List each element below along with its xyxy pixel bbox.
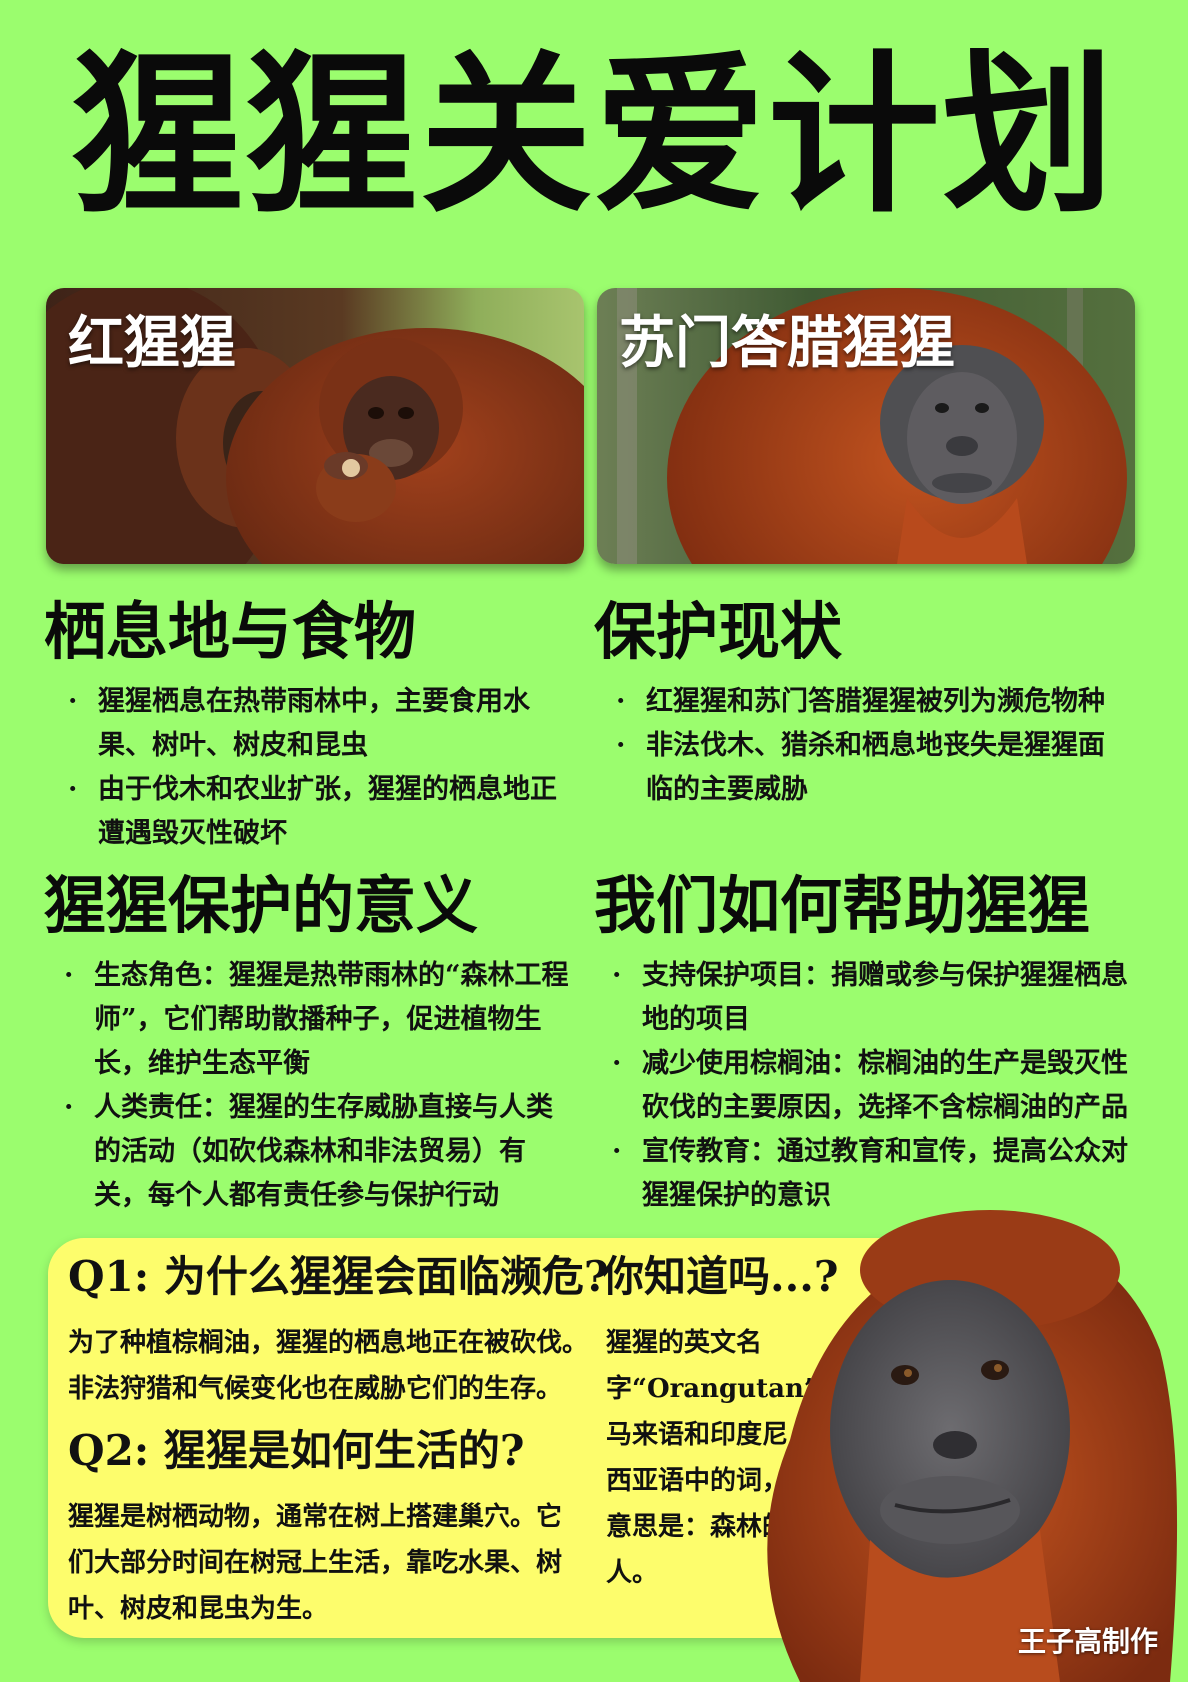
list-habitat: 猩猩栖息在热带雨林中，主要食用水果、树叶、树皮和昆虫 由于伐木和农业扩张，猩猩的…	[68, 680, 568, 856]
bornean-orangutan-image	[46, 288, 584, 564]
heading-habitat: 栖息地与食物	[44, 595, 417, 668]
main-title: 猩猩关爱计划	[72, 33, 1116, 236]
photo-sumatran-orangutan: 苏门答腊猩猩	[597, 288, 1135, 564]
list-item: 猩猩栖息在热带雨林中，主要食用水果、树叶、树皮和昆虫	[68, 680, 568, 768]
list-item: 减少使用棕榈油：棕榈油的生产是毁灭性砍伐的主要原因，选择不含棕榈油的产品	[612, 1042, 1130, 1130]
q2-title: Q2: 猩猩是如何生活的?	[68, 1426, 525, 1475]
list-item: 红猩猩和苏门答腊猩猩被列为濒危物种	[616, 680, 1126, 724]
list-status: 红猩猩和苏门答腊猩猩被列为濒危物种 非法伐木、猎杀和栖息地丧失是猩猩面临的主要威…	[616, 680, 1126, 812]
q2-body: 猩猩是树栖动物，通常在树上搭建巢穴。它们大部分时间在树冠上生活，靠吃水果、树叶、…	[68, 1502, 563, 1624]
photo-bornean-orangutan: 红猩猩	[46, 288, 584, 564]
list-item: 非法伐木、猎杀和栖息地丧失是猩猩面临的主要威胁	[616, 724, 1126, 812]
orangutan-portrait-image	[767, 1210, 1178, 1682]
list-item: 支持保护项目：捐赠或参与保护猩猩栖息地的项目	[612, 954, 1130, 1042]
list-item: 宣传教育：通过教育和宣传，提高公众对猩猩保护的意识	[612, 1130, 1130, 1218]
orangutan-portrait	[720, 1200, 1188, 1682]
photo-label-sumatran: 苏门答腊猩猩	[619, 310, 955, 376]
heading-meaning: 猩猩保护的意义	[44, 869, 479, 942]
heading-help: 我们如何帮助猩猩	[594, 869, 1091, 942]
list-item: 生态角色：猩猩是热带雨林的“森林工程师”，它们帮助散播种子，促进植物生长，维护生…	[64, 954, 574, 1086]
q1-body: 为了种植棕榈油，猩猩的栖息地正在被砍伐。非法狩猎和气候变化也在威胁它们的生存。	[68, 1328, 589, 1404]
q1-title: Q1: 为什么猩猩会面临濒危?	[68, 1252, 609, 1301]
list-meaning: 生态角色：猩猩是热带雨林的“森林工程师”，它们帮助散播种子，促进植物生长，维护生…	[64, 954, 574, 1218]
photo-label-bornean: 红猩猩	[68, 310, 236, 376]
list-item: 人类责任：猩猩的生存威胁直接与人类的活动（如砍伐森林和非法贸易）有关，每个人都有…	[64, 1086, 574, 1218]
list-help: 支持保护项目：捐赠或参与保护猩猩栖息地的项目 减少使用棕榈油：棕榈油的生产是毁灭…	[612, 954, 1130, 1218]
credit-text: 王子高制作	[1017, 1625, 1158, 1658]
list-item: 由于伐木和农业扩张，猩猩的栖息地正遭遇毁灭性破坏	[68, 768, 568, 856]
fact-title: 你知道吗...?	[602, 1252, 839, 1301]
heading-status: 保护现状	[594, 595, 843, 668]
sumatran-orangutan-image	[597, 288, 1135, 564]
